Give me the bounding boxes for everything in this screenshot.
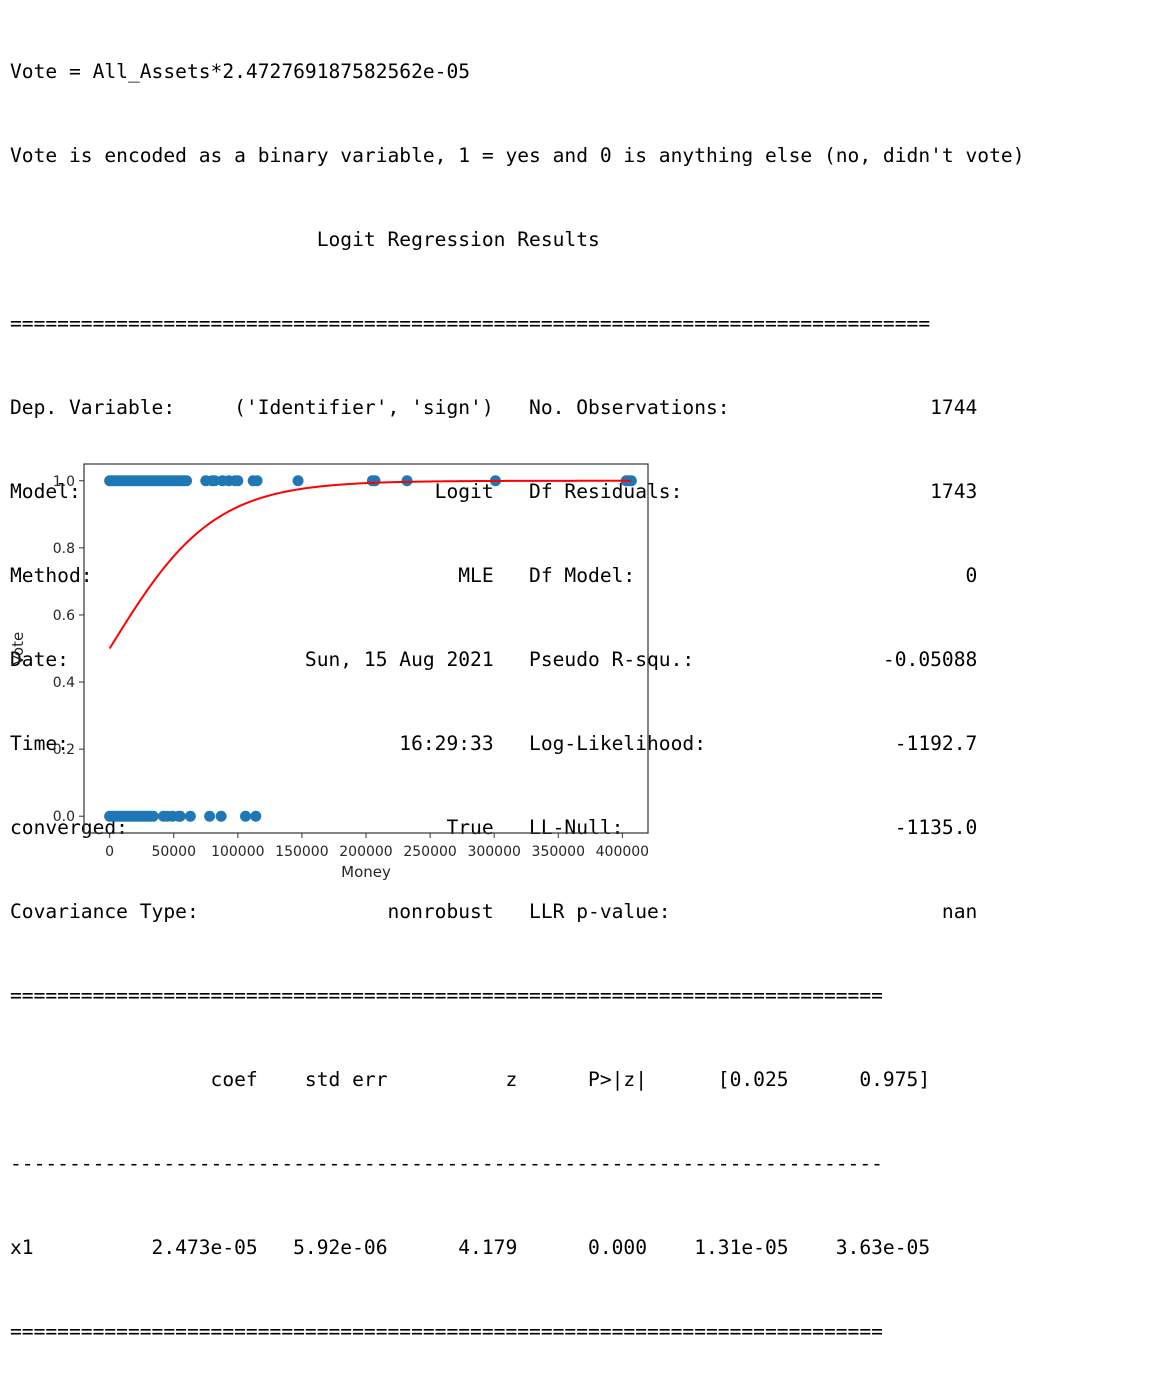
summary-row-model: Model: Logit Df Residuals: 1743: [10, 480, 978, 503]
regression-title: Logit Regression Results: [10, 228, 600, 251]
logit-curve: [108, 479, 632, 650]
x-tick-label: 0: [105, 844, 114, 860]
points-layer: [104, 475, 637, 822]
y-tick-label: 0.8: [53, 541, 75, 557]
equation-line: Vote = All_Assets*2.472769187582562e-05: [10, 60, 471, 83]
x-tick-label: 100000: [211, 844, 264, 860]
logit-scatter-plot: 0 50000 100000 150000 200000 250000 300000 3500…: [0, 455, 660, 914]
double-rule-mid: ========================================…: [10, 984, 883, 1007]
encoding-note: Vote is encoded as a binary variable, 1 …: [10, 144, 1025, 167]
data-point-vote-1: [251, 475, 263, 487]
data-point-vote-1: [401, 475, 413, 487]
axes-frame: [83, 463, 649, 834]
x-axis-ticks: 0 50000 100000 150000 200000 250000 300000 3500…: [105, 833, 649, 860]
summary-row-dep-variable: Dep. Variable: ('Identifier', 'sign') No…: [10, 396, 978, 419]
y-axis-ticks: 0.0 0.2 0.4 0.6 0.8 1.0: [53, 474, 84, 825]
summary-row-time: Time: 16:29:33 Log-Likelihood: -1192.7: [10, 732, 978, 755]
single-rule: ----------------------------------------…: [10, 1152, 883, 1175]
x-tick-label: 300000: [467, 844, 520, 860]
data-point-vote-0: [184, 810, 196, 822]
y-tick-label: 1.0: [53, 474, 75, 490]
data-point-vote-1: [292, 475, 304, 487]
data-point-vote-0: [174, 810, 186, 822]
x-tick-label: 50000: [151, 844, 196, 860]
data-point-vote-1: [181, 475, 193, 487]
y-tick-label: 0.2: [53, 742, 75, 758]
summary-row-method: Method: MLE Df Model: 0: [10, 564, 978, 587]
x-tick-label: 200000: [339, 844, 392, 860]
y-tick-label: 0.6: [53, 608, 75, 624]
x-axis-label: Money: [341, 863, 391, 881]
y-tick-label: 0.4: [53, 675, 75, 691]
x-tick-label: 400000: [596, 844, 649, 860]
double-rule-top: ========================================…: [10, 312, 931, 335]
y-tick-label: 0.0: [53, 809, 75, 825]
data-point-vote-0: [215, 810, 227, 822]
y-axis-label: Vote: [9, 632, 27, 665]
coef-table-header: coef std err z P>|z| [0.025 0.975]: [10, 1068, 931, 1091]
x-tick-label: 350000: [532, 844, 585, 860]
data-point-vote-0: [204, 810, 216, 822]
data-point-vote-0: [240, 810, 252, 822]
coef-table-row-x1: x1 2.473e-05 5.92e-06 4.179 0.000 1.31e-…: [10, 1236, 931, 1259]
data-point-vote-0: [250, 810, 262, 822]
data-point-vote-0: [147, 810, 159, 822]
summary-row-date: Date: Sun, 15 Aug 2021 Pseudo R-squ.: -0…: [10, 648, 978, 671]
x-tick-label: 150000: [275, 844, 328, 860]
x-tick-label: 250000: [403, 844, 456, 860]
double-rule-bottom: ========================================…: [10, 1320, 883, 1343]
data-point-vote-1: [209, 475, 221, 487]
chart-svg: 0 50000 100000 150000 200000 250000 300000 3500…: [9, 463, 649, 881]
data-point-vote-1: [232, 475, 244, 487]
data-point-vote-1: [369, 475, 381, 487]
